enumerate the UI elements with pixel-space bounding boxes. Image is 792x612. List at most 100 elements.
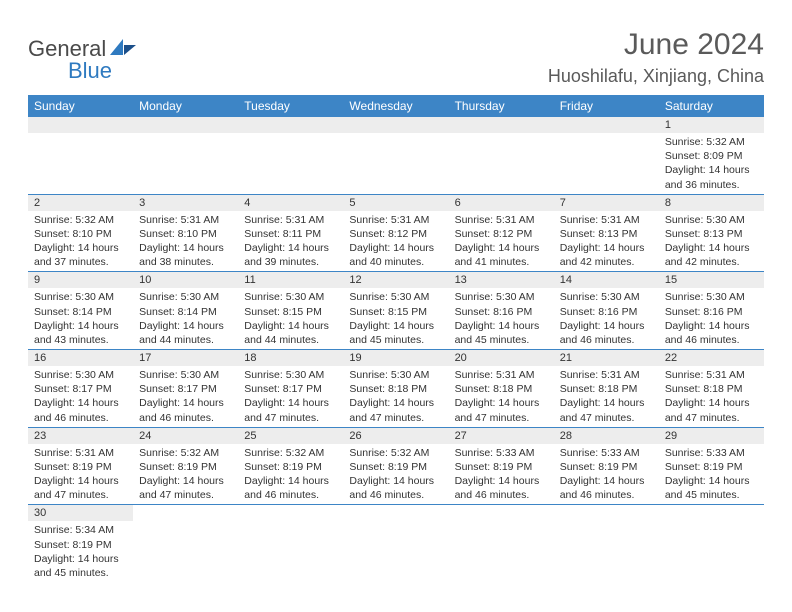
day-number: 23 (28, 428, 133, 444)
calendar-cell: 18Sunrise: 5:30 AMSunset: 8:17 PMDayligh… (238, 350, 343, 428)
day-number: 16 (28, 350, 133, 366)
day-content: Sunrise: 5:34 AMSunset: 8:19 PMDaylight:… (28, 521, 133, 582)
day-number: 14 (554, 272, 659, 288)
day-content: Sunrise: 5:30 AMSunset: 8:14 PMDaylight:… (28, 288, 133, 349)
week-row: 30Sunrise: 5:34 AMSunset: 8:19 PMDayligh… (28, 505, 764, 582)
day-number (659, 505, 764, 521)
calendar-body: 1Sunrise: 5:32 AMSunset: 8:09 PMDaylight… (28, 117, 764, 582)
calendar-cell: 13Sunrise: 5:30 AMSunset: 8:16 PMDayligh… (449, 272, 554, 350)
day-content: Sunrise: 5:33 AMSunset: 8:19 PMDaylight:… (659, 444, 764, 505)
day-content: Sunrise: 5:33 AMSunset: 8:19 PMDaylight:… (554, 444, 659, 505)
calendar-cell: 20Sunrise: 5:31 AMSunset: 8:18 PMDayligh… (449, 350, 554, 428)
day-number (238, 505, 343, 521)
calendar-cell (133, 117, 238, 194)
calendar-cell: 6Sunrise: 5:31 AMSunset: 8:12 PMDaylight… (449, 194, 554, 272)
calendar-cell (238, 505, 343, 582)
day-number: 6 (449, 195, 554, 211)
day-number: 4 (238, 195, 343, 211)
calendar-cell: 4Sunrise: 5:31 AMSunset: 8:11 PMDaylight… (238, 194, 343, 272)
calendar-cell (659, 505, 764, 582)
logo-text-blue: Blue (68, 58, 112, 84)
day-content (449, 133, 554, 137)
calendar-cell: 1Sunrise: 5:32 AMSunset: 8:09 PMDaylight… (659, 117, 764, 194)
calendar-cell: 23Sunrise: 5:31 AMSunset: 8:19 PMDayligh… (28, 427, 133, 505)
day-number: 12 (343, 272, 448, 288)
day-number: 27 (449, 428, 554, 444)
day-content (343, 521, 448, 525)
day-number (343, 505, 448, 521)
day-content (659, 521, 764, 525)
calendar-cell: 7Sunrise: 5:31 AMSunset: 8:13 PMDaylight… (554, 194, 659, 272)
day-number (554, 505, 659, 521)
calendar-cell: 17Sunrise: 5:30 AMSunset: 8:17 PMDayligh… (133, 350, 238, 428)
calendar-cell (449, 117, 554, 194)
day-header-wednesday: Wednesday (343, 95, 448, 117)
day-content: Sunrise: 5:31 AMSunset: 8:13 PMDaylight:… (554, 211, 659, 272)
day-number: 8 (659, 195, 764, 211)
day-number (449, 505, 554, 521)
day-number: 18 (238, 350, 343, 366)
location-label: Huoshilafu, Xinjiang, China (548, 66, 764, 87)
calendar-cell: 28Sunrise: 5:33 AMSunset: 8:19 PMDayligh… (554, 427, 659, 505)
calendar-cell: 9Sunrise: 5:30 AMSunset: 8:14 PMDaylight… (28, 272, 133, 350)
day-number (28, 117, 133, 133)
day-content: Sunrise: 5:31 AMSunset: 8:12 PMDaylight:… (343, 211, 448, 272)
day-content (554, 133, 659, 137)
day-content (554, 521, 659, 525)
calendar-cell: 14Sunrise: 5:30 AMSunset: 8:16 PMDayligh… (554, 272, 659, 350)
calendar-cell: 10Sunrise: 5:30 AMSunset: 8:14 PMDayligh… (133, 272, 238, 350)
title-block: June 2024 Huoshilafu, Xinjiang, China (548, 28, 764, 87)
day-content: Sunrise: 5:30 AMSunset: 8:17 PMDaylight:… (28, 366, 133, 427)
week-row: 9Sunrise: 5:30 AMSunset: 8:14 PMDaylight… (28, 272, 764, 350)
day-content: Sunrise: 5:30 AMSunset: 8:17 PMDaylight:… (133, 366, 238, 427)
day-number (449, 117, 554, 133)
day-header-sunday: Sunday (28, 95, 133, 117)
calendar-cell (133, 505, 238, 582)
month-title: June 2024 (548, 28, 764, 62)
day-number: 13 (449, 272, 554, 288)
day-content (133, 521, 238, 525)
calendar-cell: 25Sunrise: 5:32 AMSunset: 8:19 PMDayligh… (238, 427, 343, 505)
header: General June 2024 Huoshilafu, Xinjiang, … (28, 28, 764, 87)
day-number: 28 (554, 428, 659, 444)
day-content (28, 133, 133, 137)
calendar-cell: 21Sunrise: 5:31 AMSunset: 8:18 PMDayligh… (554, 350, 659, 428)
day-content: Sunrise: 5:32 AMSunset: 8:19 PMDaylight:… (133, 444, 238, 505)
day-number: 10 (133, 272, 238, 288)
calendar-cell: 27Sunrise: 5:33 AMSunset: 8:19 PMDayligh… (449, 427, 554, 505)
day-content: Sunrise: 5:31 AMSunset: 8:18 PMDaylight:… (449, 366, 554, 427)
day-number: 2 (28, 195, 133, 211)
day-content: Sunrise: 5:31 AMSunset: 8:11 PMDaylight:… (238, 211, 343, 272)
calendar-cell: 12Sunrise: 5:30 AMSunset: 8:15 PMDayligh… (343, 272, 448, 350)
day-number: 17 (133, 350, 238, 366)
calendar-cell (28, 117, 133, 194)
day-content: Sunrise: 5:30 AMSunset: 8:16 PMDaylight:… (449, 288, 554, 349)
day-content (343, 133, 448, 137)
day-content: Sunrise: 5:30 AMSunset: 8:15 PMDaylight:… (343, 288, 448, 349)
day-content: Sunrise: 5:32 AMSunset: 8:19 PMDaylight:… (343, 444, 448, 505)
day-content: Sunrise: 5:31 AMSunset: 8:18 PMDaylight:… (659, 366, 764, 427)
calendar-cell: 29Sunrise: 5:33 AMSunset: 8:19 PMDayligh… (659, 427, 764, 505)
day-content: Sunrise: 5:31 AMSunset: 8:12 PMDaylight:… (449, 211, 554, 272)
calendar-cell (554, 117, 659, 194)
calendar-cell: 15Sunrise: 5:30 AMSunset: 8:16 PMDayligh… (659, 272, 764, 350)
day-content: Sunrise: 5:30 AMSunset: 8:16 PMDaylight:… (554, 288, 659, 349)
day-content: Sunrise: 5:30 AMSunset: 8:17 PMDaylight:… (238, 366, 343, 427)
day-number: 1 (659, 117, 764, 133)
calendar-cell (238, 117, 343, 194)
week-row: 23Sunrise: 5:31 AMSunset: 8:19 PMDayligh… (28, 427, 764, 505)
day-number: 22 (659, 350, 764, 366)
day-content: Sunrise: 5:30 AMSunset: 8:16 PMDaylight:… (659, 288, 764, 349)
day-content: Sunrise: 5:30 AMSunset: 8:15 PMDaylight:… (238, 288, 343, 349)
day-header-tuesday: Tuesday (238, 95, 343, 117)
day-number (133, 117, 238, 133)
day-number: 29 (659, 428, 764, 444)
calendar-cell (343, 505, 448, 582)
day-header-monday: Monday (133, 95, 238, 117)
day-content: Sunrise: 5:31 AMSunset: 8:18 PMDaylight:… (554, 366, 659, 427)
day-number: 15 (659, 272, 764, 288)
calendar-cell: 30Sunrise: 5:34 AMSunset: 8:19 PMDayligh… (28, 505, 133, 582)
day-number: 3 (133, 195, 238, 211)
day-number: 20 (449, 350, 554, 366)
day-content: Sunrise: 5:33 AMSunset: 8:19 PMDaylight:… (449, 444, 554, 505)
